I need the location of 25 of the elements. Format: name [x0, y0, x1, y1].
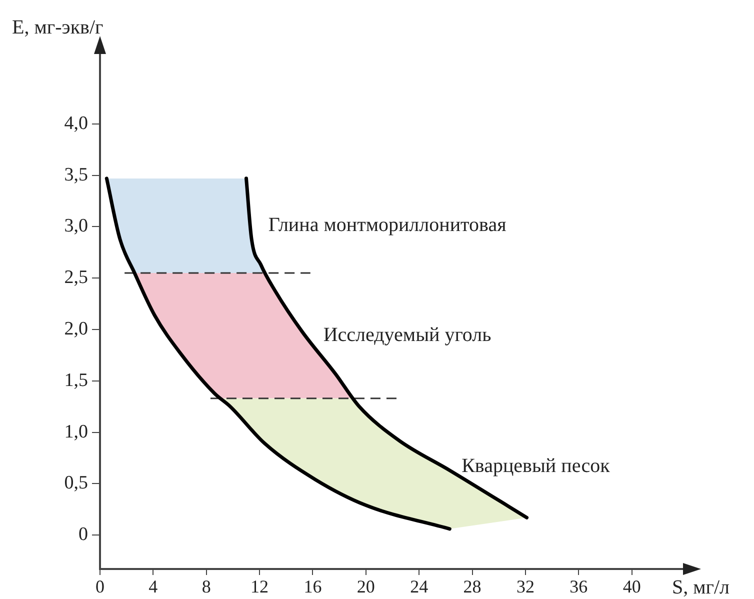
x-tick-label: 40 [622, 576, 641, 597]
x-tick-label: 8 [202, 576, 211, 597]
x-tick-label: 28 [463, 576, 482, 597]
y-tick-label: 0,5 [64, 472, 88, 494]
x-tick-label: 32 [516, 576, 534, 597]
x-tick-label: 4 [148, 576, 158, 597]
y-tick-label: 2,0 [64, 318, 88, 340]
y-tick-label: 1,5 [64, 370, 88, 391]
y-tick-label: 1,0 [64, 421, 88, 442]
y-tick-label: 2,5 [64, 267, 88, 288]
band-label: Исследуемый уголь [323, 324, 492, 346]
x-tick-label: 0 [96, 576, 104, 597]
y-tick-label: 3,0 [64, 216, 88, 237]
x-axis-title: S, мг/л [672, 576, 730, 598]
y-axis-title: E, мг-экв/г [12, 16, 104, 38]
band-label: Глина монтмориллонитовая [268, 214, 506, 236]
y-tick-label: 0 [78, 524, 88, 546]
y-tick-label: 3,5 [64, 164, 88, 186]
x-tick-label: 16 [304, 576, 322, 597]
y-tick-label: 4,0 [64, 112, 88, 134]
x-tick-label: 36 [570, 576, 588, 597]
x-tick-label: 12 [250, 576, 269, 597]
band-label: Кварцевый песок [462, 454, 610, 477]
x-tick-label: 24 [410, 576, 428, 597]
x-tick-label: 20 [356, 576, 375, 597]
